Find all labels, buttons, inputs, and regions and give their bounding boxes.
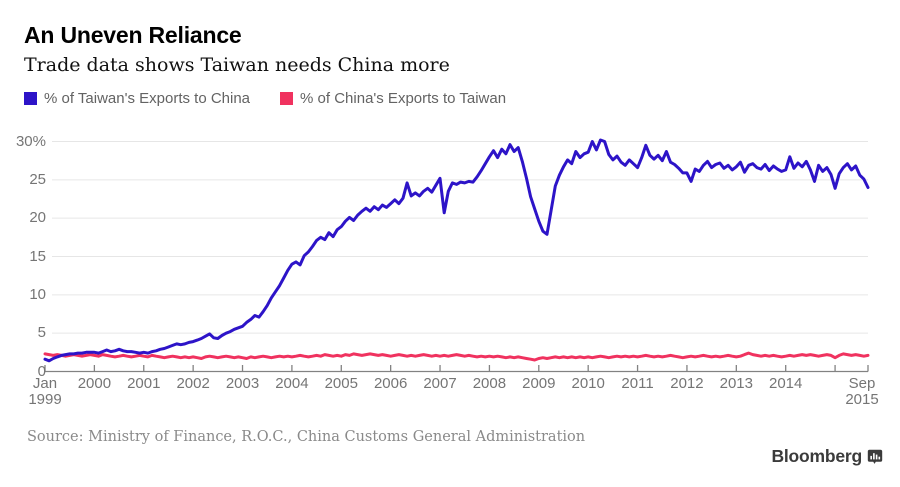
x-tick-label: 2007 (423, 375, 457, 392)
legend-label: % of Taiwan's Exports to China (44, 90, 251, 107)
y-tick-label: 5 (37, 324, 46, 342)
bloomberg-logo: Bloomberg (771, 446, 883, 467)
source-note: Source: Ministry of Finance, R.O.C., Chi… (27, 429, 586, 445)
x-tick-label: 2011 (621, 375, 654, 392)
x-tick-label: 2004 (275, 375, 309, 392)
bloomberg-wordmark: Bloomberg (771, 446, 862, 466)
x-tick-label: 2008 (472, 375, 507, 392)
legend-item-taiwan-exports: % of Taiwan's Exports to China (24, 90, 250, 107)
x-tick-label: 2005 (324, 375, 358, 392)
x-tick-label: 2003 (225, 375, 260, 392)
x-tick-label: 2001 (127, 375, 161, 392)
china-series-swatch-icon (280, 92, 294, 105)
legend: % of Taiwan's Exports to China % of Chin… (24, 90, 506, 107)
x-tick-label: 2012 (670, 375, 704, 392)
page-subtitle: Trade data shows Taiwan needs China more (24, 54, 450, 76)
series-line (43, 351, 870, 362)
y-tick-label: 0 (37, 362, 46, 380)
x-tick-label: 2000 (77, 375, 112, 392)
page-title: An Uneven Reliance (24, 22, 242, 48)
y-tick-label: 15 (29, 247, 46, 265)
legend-item-china-exports: % of China's Exports to Taiwan (280, 90, 506, 107)
x-tick-label: 2010 (571, 375, 605, 392)
y-tick-label: 30% (15, 132, 46, 150)
x-tick-label: 2014 (769, 375, 803, 392)
series-line (43, 138, 870, 363)
y-tick-label: 20 (29, 209, 46, 227)
x-tick-label: 2002 (176, 375, 210, 392)
x-tick-label: 2006 (373, 375, 408, 392)
bloomberg-terminal-icon (867, 449, 883, 464)
x-tick-label: Sep 2015 (845, 375, 879, 408)
x-tick-label: 2009 (522, 375, 556, 392)
taiwan-series-swatch-icon (24, 92, 37, 105)
y-tick-label: 25 (29, 170, 46, 188)
x-tick-label: Jan 1999 (28, 375, 62, 408)
legend-label: % of China's Exports to Taiwan (300, 90, 507, 107)
x-tick-label: 2013 (719, 375, 753, 392)
y-tick-label: 10 (29, 285, 46, 303)
